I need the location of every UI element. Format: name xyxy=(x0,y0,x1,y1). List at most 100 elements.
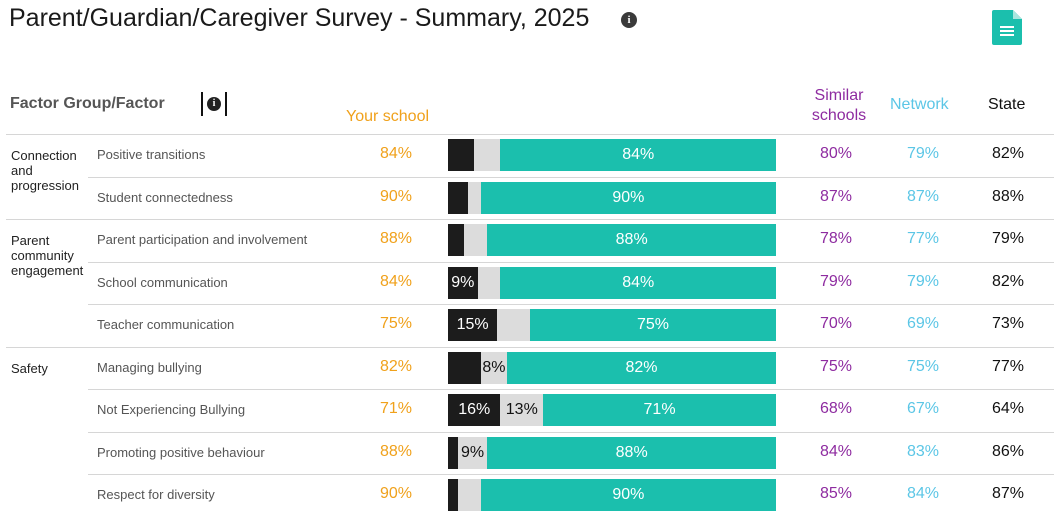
your-school-value: 90% xyxy=(379,485,413,502)
network-value: 79% xyxy=(906,145,940,162)
your-school-value: 82% xyxy=(379,357,413,375)
positive-segment[interactable]: 90% xyxy=(480,181,776,214)
response-bar[interactable]: 15% 75% xyxy=(448,309,776,341)
neutral-segment[interactable]: 8% xyxy=(480,351,508,384)
state-value: 82% xyxy=(991,145,1025,162)
table-row: Promoting positive behaviour 88% 9% 88% 84% 8… xyxy=(0,431,1063,474)
header-factor: Factor Group/Factor xyxy=(10,95,165,112)
state-value: 82% xyxy=(991,272,1025,290)
row-divider xyxy=(88,261,1054,263)
row-divider xyxy=(88,474,1054,475)
row-divider xyxy=(88,304,1054,305)
negative-segment[interactable] xyxy=(448,224,465,256)
header-your-school: Your school xyxy=(346,108,430,125)
response-bar[interactable]: 9% 84% xyxy=(448,266,776,299)
positive-segment[interactable]: 82% xyxy=(507,351,776,384)
table-row: Student connectedness 90% 90% 87% 87% 88% xyxy=(0,176,1063,219)
negative-segment[interactable] xyxy=(448,351,481,384)
positive-segment[interactable]: 84% xyxy=(500,139,776,171)
network-value: 83% xyxy=(906,442,940,460)
network-value: 75% xyxy=(906,357,940,375)
similar-schools-value: 80% xyxy=(819,145,853,162)
positive-segment[interactable]: 88% xyxy=(487,224,776,256)
negative-segment[interactable] xyxy=(448,479,458,511)
row-divider xyxy=(88,176,1054,178)
state-value: 77% xyxy=(991,357,1025,375)
state-value: 86% xyxy=(991,442,1025,460)
network-value: 69% xyxy=(906,315,940,332)
header-state: State xyxy=(988,96,1026,113)
your-school-value: 88% xyxy=(379,442,413,460)
negative-segment[interactable] xyxy=(448,139,475,171)
network-value: 84% xyxy=(906,485,940,502)
table-row: Safety Managing bullying 82% 8% 82% 75% 75% 77% xyxy=(0,346,1063,389)
response-bar[interactable]: 9% 88% xyxy=(448,436,776,469)
table-row: Not Experiencing Bullying 71% 16% 13% 71% 68%… xyxy=(0,389,1063,431)
similar-schools-value: 78% xyxy=(819,230,853,247)
page-title: Parent/Guardian/Caregiver Survey - Summa… xyxy=(9,4,590,32)
negative-segment[interactable] xyxy=(448,181,468,214)
header-network: Network xyxy=(890,96,949,113)
state-value: 88% xyxy=(991,187,1025,205)
network-value: 87% xyxy=(906,187,940,205)
similar-schools-value: 84% xyxy=(819,442,853,460)
state-value: 73% xyxy=(991,315,1025,332)
row-divider xyxy=(6,134,1054,135)
positive-segment[interactable]: 75% xyxy=(529,309,776,341)
positive-segment[interactable]: 84% xyxy=(500,266,776,299)
row-divider xyxy=(88,389,1054,390)
neutral-segment[interactable] xyxy=(474,139,501,171)
row-divider xyxy=(6,219,1054,220)
response-bar[interactable]: 8% 82% xyxy=(448,351,776,384)
neutral-segment[interactable] xyxy=(477,266,501,299)
neutral-segment[interactable]: 9% xyxy=(457,436,488,469)
table-row: Respect for diversity 90% 90% 85% 84% 87% xyxy=(0,474,1063,516)
row-divider xyxy=(88,431,1054,433)
factor-label: Managing bullying xyxy=(97,359,202,375)
network-value: 67% xyxy=(906,400,940,417)
negative-segment[interactable]: 15% xyxy=(448,309,498,341)
document-icon[interactable] xyxy=(991,9,1023,51)
your-school-value: 90% xyxy=(379,187,413,205)
factor-label: Promoting positive behaviour xyxy=(97,444,265,460)
negative-segment[interactable]: 16% xyxy=(448,394,501,426)
neutral-segment[interactable]: 13% xyxy=(500,394,544,426)
header-similar-schools: Similar schools xyxy=(811,87,867,124)
positive-segment[interactable]: 90% xyxy=(480,479,776,511)
response-bar[interactable]: 16% 13% 71% xyxy=(448,394,776,426)
factor-group-label: Safety xyxy=(11,360,48,376)
your-school-value: 71% xyxy=(379,400,413,417)
positive-segment[interactable]: 71% xyxy=(543,394,776,426)
header-info-icon[interactable]: i xyxy=(201,92,227,116)
network-value: 77% xyxy=(906,230,940,247)
factor-label: Not Experiencing Bullying xyxy=(97,402,246,417)
positive-segment[interactable]: 88% xyxy=(487,436,776,469)
negative-segment[interactable]: 9% xyxy=(448,266,478,299)
neutral-segment[interactable] xyxy=(467,181,481,214)
factor-label: Teacher communication xyxy=(97,317,235,332)
table-row: School communication 84% 9% 84% 79% 79% 82% xyxy=(0,261,1063,304)
info-icon[interactable]: i xyxy=(621,12,637,28)
state-value: 87% xyxy=(991,485,1025,502)
factor-label: Parent participation and involvement xyxy=(97,232,308,247)
neutral-segment[interactable] xyxy=(464,224,488,256)
response-bar[interactable]: 84% xyxy=(448,139,776,171)
factor-label: Positive transitions xyxy=(97,147,206,162)
response-bar[interactable]: 90% xyxy=(448,181,776,214)
factor-group-label: Parent community engagement xyxy=(11,233,84,278)
table-row: Parent community engagement Parent partic… xyxy=(0,219,1063,278)
network-value: 79% xyxy=(906,272,940,290)
your-school-value: 75% xyxy=(379,315,413,332)
response-bar[interactable]: 88% xyxy=(448,224,776,256)
neutral-segment[interactable] xyxy=(497,309,530,341)
negative-segment[interactable] xyxy=(448,436,458,469)
neutral-segment[interactable] xyxy=(457,479,481,511)
similar-schools-value: 85% xyxy=(819,485,853,502)
response-bar[interactable]: 90% xyxy=(448,479,776,511)
your-school-value: 84% xyxy=(379,145,413,162)
your-school-value: 84% xyxy=(379,272,413,290)
state-value: 64% xyxy=(991,400,1025,417)
factor-group-label: Connection and progression xyxy=(11,148,79,193)
similar-schools-value: 75% xyxy=(819,357,853,375)
similar-schools-value: 79% xyxy=(819,272,853,290)
